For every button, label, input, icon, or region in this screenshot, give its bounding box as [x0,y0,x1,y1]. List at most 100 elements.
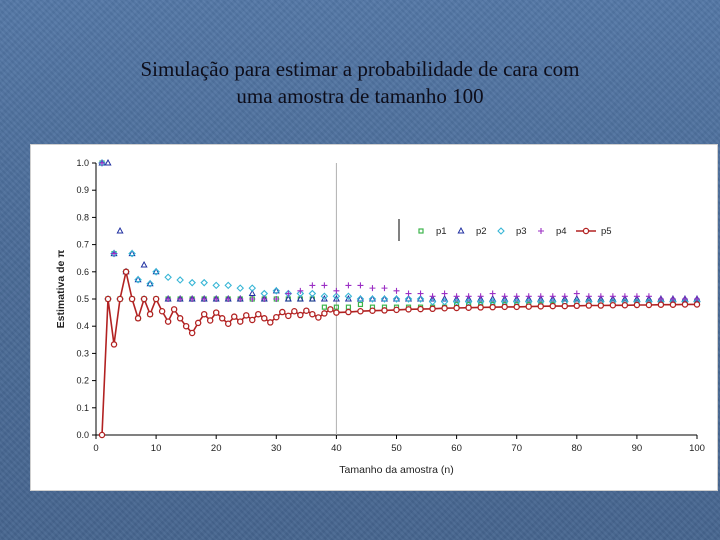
series-p5-point [212,309,220,316]
y-tick-label: 0.5 [76,294,89,304]
series-p4-point [669,296,676,302]
series-p3-point [212,281,220,290]
series-p5-point [152,295,160,303]
series-p4-point [489,290,496,297]
series-p4-point [345,282,352,289]
series-p2-point [465,294,473,302]
series-p3-point [146,279,154,288]
series-p5-point [98,431,106,439]
series-p4-point [585,293,592,300]
series-p1-point [333,304,339,310]
series-p2-point [549,294,557,302]
series-p5-point [236,318,244,325]
series-p4-point [525,293,532,300]
series-p2-point [585,294,593,302]
series-p1-point [345,304,352,310]
series-p5-point [573,302,581,310]
series-p4-point [225,296,232,302]
series-p4-point [681,296,688,302]
series-p5-point [513,303,520,311]
series-p5-point [621,302,629,309]
y-axis-label: Estimativa de π [55,250,67,329]
series-p3-point [320,292,329,301]
series-p5-point [357,307,364,315]
series-p3-point [368,295,377,303]
series-p5-point [345,308,352,316]
series-p4-point [621,293,628,300]
series-p4-point [261,296,268,302]
series-p2-point [501,294,509,302]
series-p3-point [308,289,317,298]
series-p4-point [453,293,460,300]
y-tick-label: 1.0 [76,158,89,168]
series-p5-point [585,302,593,309]
series-p3-point [236,284,245,292]
x-tick-label: 0 [93,443,98,454]
series-p2-point [417,294,425,302]
series-p2-point [453,294,461,302]
series-p3-point [272,287,281,295]
series-p4-point [177,296,184,302]
series-p5-point [176,315,184,322]
series-p3-point [296,289,305,298]
series-p5-point [206,317,214,324]
series-p5-point [303,307,310,314]
series-p2-point [146,279,154,287]
series-p5-point [393,306,400,314]
series-p5-line [101,271,697,436]
series-p5-point [164,318,172,325]
series-p2-point [645,294,653,302]
slide-title-line-2: uma amostra de tamanho 100 [236,84,484,108]
series-p5-point [333,309,340,316]
series-p3-point [452,297,461,306]
slide-title: Simulação para estimar a probabilidade d… [0,56,720,110]
y-tick-label: 0.8 [76,212,89,222]
x-tick-label: 60 [451,443,462,454]
x-tick-label: 40 [331,443,342,454]
series-p5-point [267,319,274,326]
series-p5-point [537,303,544,310]
series-p5-point [633,301,641,309]
series-p4-point [285,290,292,297]
series-p4-point [597,293,604,300]
series-p5-point [297,311,304,319]
series-p3-point [428,297,437,306]
series-p4-point [381,285,388,292]
series-p5-point [321,310,328,317]
series-p2-point [116,226,124,234]
series-p5-point [194,319,202,327]
series-p3-point [392,295,401,303]
series-p2-point [429,294,437,302]
series-p2-point [296,294,304,302]
series-p5-point [525,303,532,310]
series-p4-point [573,290,580,297]
legend-p4-label: p4 [556,226,567,237]
series-p5-point [405,306,412,313]
chart-svg: 0.0 0.1 0.2 0.3 0.4 0.5 0.6 0.7 0.8 0.9 1.0 0 10 20 30… [55,158,705,476]
legend-p5-label: p5 [601,226,612,237]
series-p3-point [380,295,389,303]
series-p4-point [357,282,364,289]
series-p4-point [237,296,244,302]
series-p5-point [465,304,472,311]
series-p4-point [405,290,412,297]
series-p4-point [213,296,220,302]
series-p3-point [188,278,196,287]
x-tick-label: 50 [391,443,402,454]
series-p2-point [308,294,316,302]
series-p2-point [573,294,581,302]
series-p5-point [170,306,178,313]
series-p4-point [201,296,208,302]
series-p5-point [669,301,677,308]
series-p4-point [645,293,652,300]
series-p2-point [356,294,364,302]
series-p5-point [369,307,376,314]
series-p4-point [657,296,664,302]
series-p2-point [489,294,497,302]
series-p2-point [633,294,641,302]
series-p3-point [176,276,184,284]
legend-p3-marker [497,227,505,235]
series-p4-point [189,296,196,302]
x-tick-label: 100 [689,443,705,454]
series-p5-point [273,313,280,321]
